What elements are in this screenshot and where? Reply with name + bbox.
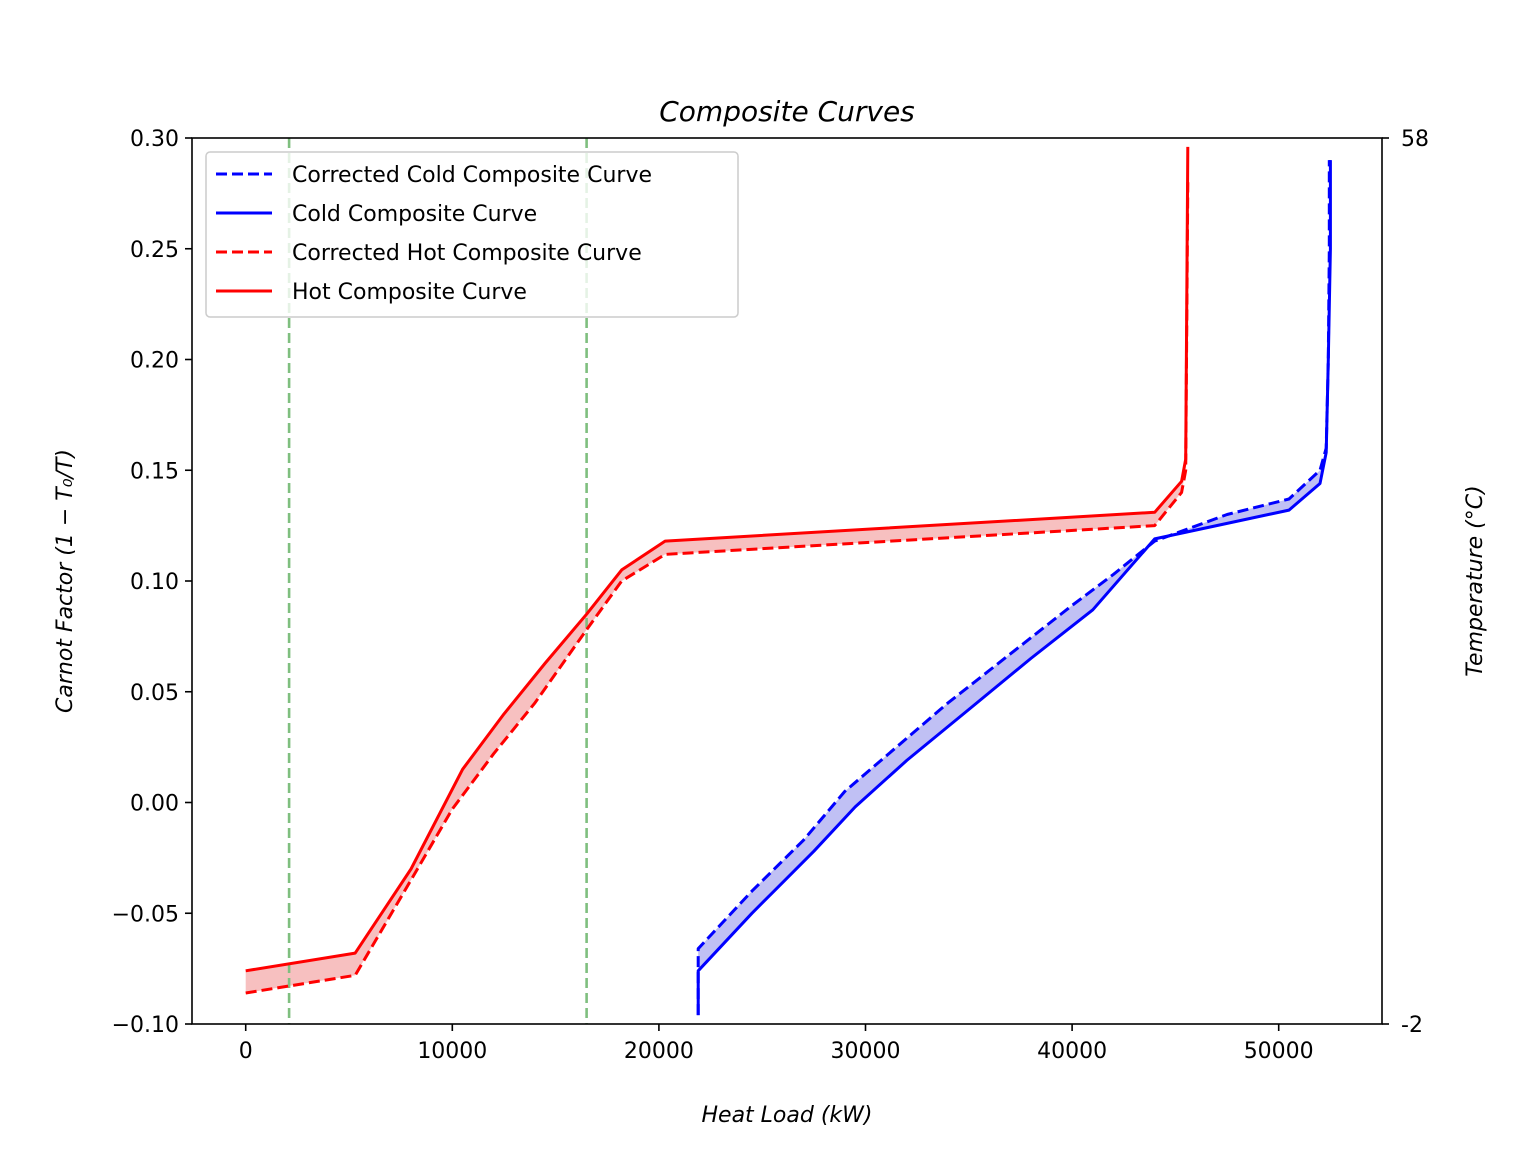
y-tick-label: 0.10 — [130, 570, 179, 595]
cold-fill-band — [698, 160, 1331, 1016]
legend-label: Hot Composite Curve — [292, 280, 527, 305]
y-tick-label: 0.05 — [130, 681, 179, 706]
y-tick-label: 0.00 — [130, 792, 179, 817]
legend-label: Corrected Cold Composite Curve — [292, 163, 652, 188]
y-tick-label: 0.20 — [130, 349, 179, 374]
legend-box — [205, 151, 739, 318]
series-line-4 — [245, 146, 1190, 973]
y-tick-label: −0.05 — [112, 902, 179, 927]
legend-label: Cold Composite Curve — [292, 202, 537, 227]
x-tick-label: 40000 — [1037, 1039, 1107, 1064]
x-axis-ticks: 0 10000 20000 30000 40000 50000 — [239, 1024, 1314, 1064]
y-axis-ticks: −0.10 −0.05 0.00 0.05 0.10 0.15 0.20 0.25 0.30 — [112, 127, 192, 1038]
y-tick-label: 0.30 — [130, 127, 179, 152]
series-line-3 — [245, 182, 1190, 995]
y2-tick-label: -2 — [1401, 1013, 1423, 1038]
x-tick-label: 50000 — [1244, 1039, 1314, 1064]
x-axis-title: Heat Load (kW) — [702, 1103, 873, 1128]
series-lines — [245, 146, 1332, 1016]
legend: Corrected Cold Composite Curve Cold Compo… — [205, 151, 739, 318]
y-axis-title: Carnot Factor (1 − T₀/T) — [53, 449, 78, 713]
y-tick-label: 0.15 — [130, 459, 179, 484]
x-tick-label: 10000 — [417, 1039, 487, 1064]
y-tick-label: 0.25 — [130, 238, 179, 263]
series-line-2 — [696, 160, 1332, 1016]
series-line-1 — [696, 160, 1331, 1016]
x-tick-label: 0 — [239, 1039, 253, 1064]
y2-tick-label: 58 — [1401, 127, 1429, 152]
y2-axis-ticks: -2 58 — [1382, 127, 1429, 1038]
pinch-lines — [287, 138, 588, 1024]
x-tick-label: 20000 — [624, 1039, 694, 1064]
legend-label: Corrected Hot Composite Curve — [292, 241, 642, 266]
y-tick-label: −0.10 — [112, 1013, 179, 1038]
y2-axis-title: Temperature (°C) — [1463, 485, 1488, 676]
x-tick-label: 30000 — [831, 1039, 901, 1064]
fill-bands — [245, 146, 1331, 1016]
chart-title: Composite Curves — [659, 95, 915, 128]
